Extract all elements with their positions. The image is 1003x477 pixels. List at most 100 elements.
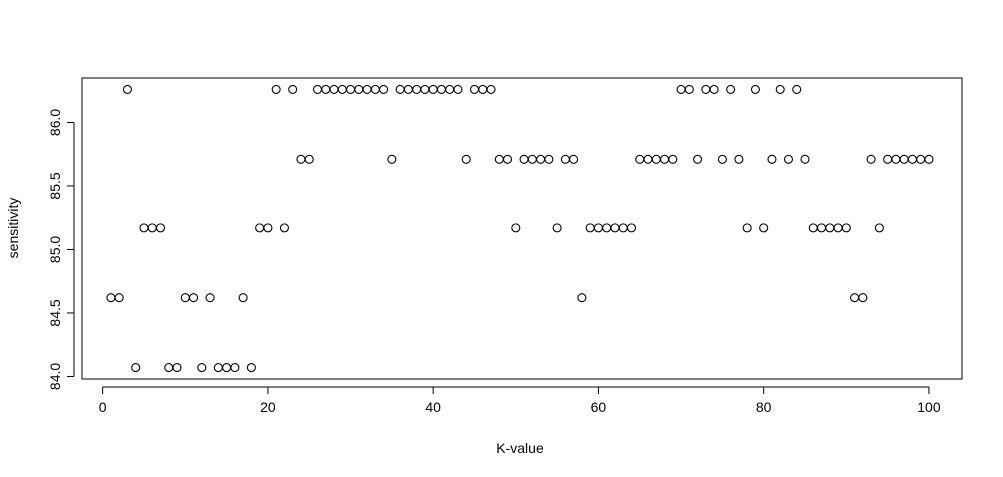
data-point [916, 154, 926, 164]
data-point [461, 154, 471, 164]
data-point [602, 223, 612, 233]
data-point [139, 223, 149, 233]
y-tick-label: 86.0 [47, 109, 63, 136]
data-point [502, 154, 513, 164]
data-point [833, 223, 843, 233]
data-point [453, 84, 463, 94]
data-point [511, 223, 521, 233]
data-point [742, 223, 752, 233]
data-point [668, 154, 678, 164]
data-point [395, 84, 405, 94]
data-point [569, 154, 579, 164]
data-point [726, 84, 736, 94]
data-point [924, 154, 934, 164]
y-tick-label: 85.5 [47, 172, 63, 199]
data-point [800, 154, 810, 164]
data-point [428, 84, 438, 94]
data-point [544, 154, 554, 164]
data-point [626, 223, 637, 233]
data-point [486, 84, 496, 94]
data-point [403, 84, 413, 94]
data-point [345, 84, 356, 94]
data-point [618, 223, 628, 233]
data-point [536, 154, 546, 164]
data-point [122, 84, 132, 94]
data-point [362, 84, 372, 94]
plot-frame [81, 77, 963, 380]
data-point [337, 84, 347, 94]
data-point [379, 84, 389, 94]
data-point [874, 223, 884, 233]
data-point [304, 154, 314, 164]
y-axis: 84.0 84.5 85.0 85.5 86.0 [47, 109, 75, 390]
data-point [825, 223, 835, 233]
data-point [709, 84, 719, 94]
data-point [891, 154, 901, 164]
data-point [552, 223, 562, 233]
x-tick-label: 60 [591, 399, 607, 415]
data-point [841, 223, 851, 233]
data-point [412, 84, 422, 94]
data-point [750, 84, 760, 94]
data-point [197, 363, 207, 373]
data-point [684, 84, 694, 94]
data-point [701, 84, 711, 94]
data-point [445, 84, 455, 94]
data-point [114, 293, 124, 303]
data-point [288, 84, 298, 94]
x-tick-label: 80 [756, 399, 772, 415]
x-axis: 0 20 40 60 80 100 [99, 386, 941, 415]
data-point [792, 84, 802, 94]
data-point [717, 154, 727, 164]
data-point [635, 154, 645, 164]
data-point [494, 154, 504, 164]
x-tick-label: 20 [260, 399, 276, 415]
data-point [147, 223, 157, 233]
x-tick-label: 40 [425, 399, 441, 415]
data-point [370, 84, 380, 94]
data-point [106, 293, 116, 303]
data-point [420, 84, 430, 94]
data-point [850, 293, 860, 303]
y-tick-label: 84.0 [47, 363, 63, 390]
data-point [816, 223, 827, 233]
data-point [213, 363, 223, 373]
data-point [759, 223, 769, 233]
data-point [255, 223, 265, 233]
data-point [585, 223, 595, 233]
data-point [593, 223, 603, 233]
data-point [180, 293, 190, 303]
data-point [263, 223, 273, 233]
data-point [205, 293, 215, 303]
data-point [312, 84, 323, 94]
x-tick-label: 0 [99, 399, 107, 415]
data-point [387, 154, 397, 164]
y-tick-label: 85.0 [47, 236, 63, 263]
data-point [478, 84, 488, 94]
data-point [246, 363, 256, 373]
data-point [676, 84, 686, 94]
data-point [767, 154, 777, 164]
x-axis-title: K-value [496, 440, 544, 456]
data-points [106, 84, 934, 373]
data-point [610, 223, 620, 233]
data-point [238, 293, 248, 303]
data-point [659, 154, 670, 164]
data-point [329, 84, 339, 94]
data-point [155, 223, 166, 233]
data-point [643, 154, 653, 164]
data-point [527, 154, 537, 164]
data-point [907, 154, 917, 164]
data-point [808, 223, 818, 233]
data-point [131, 363, 141, 373]
data-point [271, 84, 281, 94]
data-point [775, 84, 785, 94]
y-axis-title: sensitivity [5, 198, 21, 259]
data-point [783, 154, 794, 164]
data-point [354, 84, 364, 94]
data-point [321, 84, 331, 94]
data-point [866, 154, 876, 164]
y-tick-label: 84.5 [47, 299, 63, 326]
data-point [693, 154, 703, 164]
